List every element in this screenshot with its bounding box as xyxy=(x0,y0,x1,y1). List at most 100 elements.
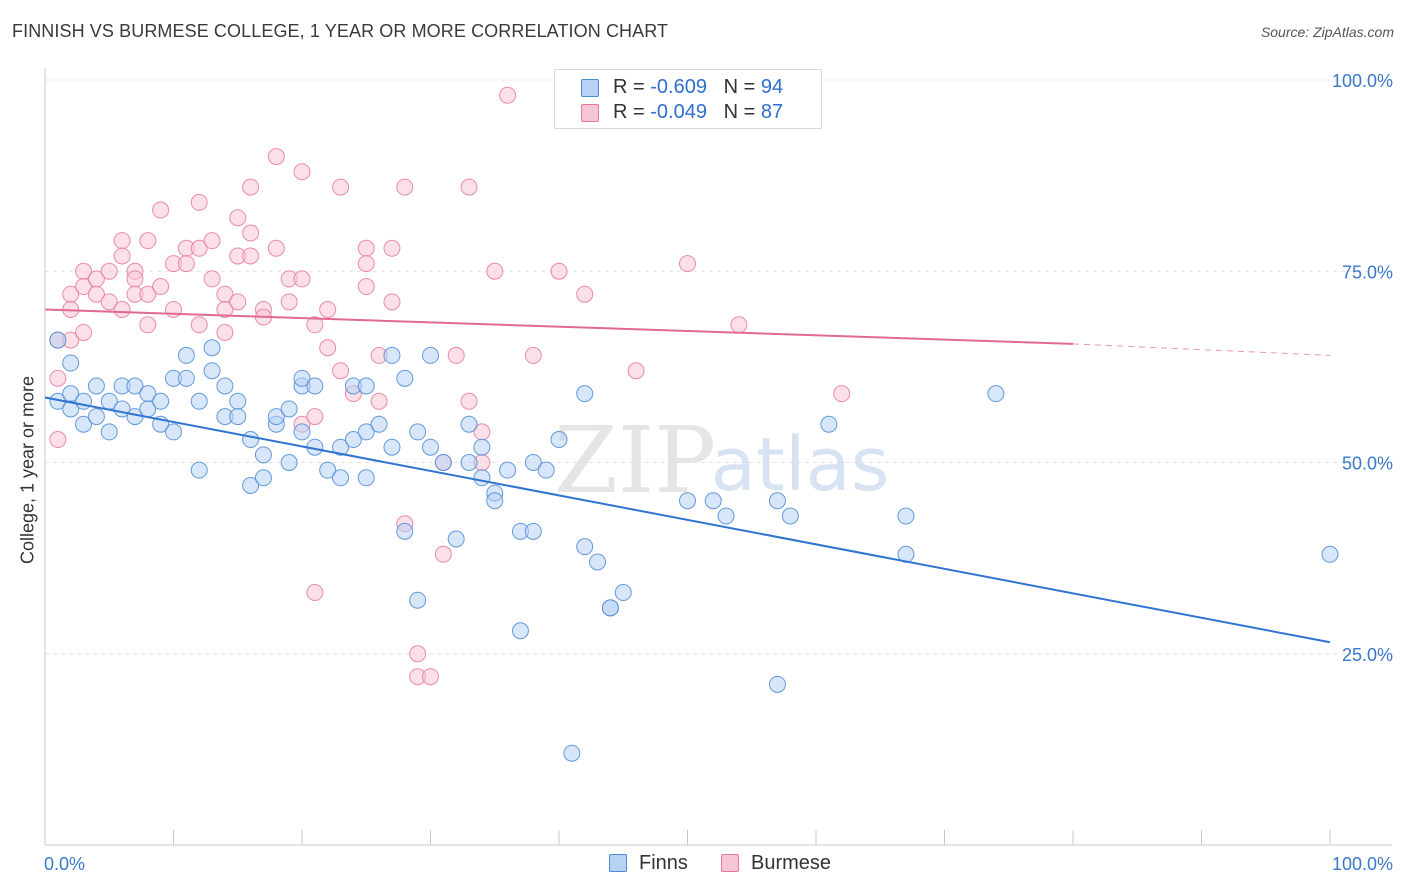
finns-point-4 xyxy=(62,400,80,418)
burmese-point-86 xyxy=(833,385,851,403)
finns-point-26 xyxy=(203,339,221,357)
burmese-point-52 xyxy=(306,408,324,426)
y-tick-label-100: 100.0% xyxy=(1332,71,1393,91)
finns-point-74 xyxy=(537,461,555,479)
finns-point-43 xyxy=(306,377,324,395)
burmese-point-21 xyxy=(139,285,157,303)
stats-legend: R = -0.609 N = 94 R = -0.049 N = 87 xyxy=(554,69,822,129)
finns-point-13 xyxy=(126,377,144,395)
burmese-point-78 xyxy=(486,262,504,280)
burmese-point-75 xyxy=(460,392,478,410)
finns-n-value: 94 xyxy=(760,76,784,98)
burmese-n-label: N = xyxy=(723,101,761,123)
burmese-point-2 xyxy=(49,369,67,387)
finns-point-60 xyxy=(422,438,439,456)
burmese-point-63 xyxy=(370,392,388,410)
finns-point-29 xyxy=(229,392,247,410)
finns-point-41 xyxy=(293,423,311,441)
finns-point-57 xyxy=(409,591,427,609)
burmese-point-19 xyxy=(139,316,157,334)
y-tick-label-75: 75.0% xyxy=(1342,262,1393,282)
burmese-legend-swatch xyxy=(721,854,739,872)
burmese-point-53 xyxy=(306,584,324,602)
burmese-point-28 xyxy=(190,193,208,211)
finns-point-59 xyxy=(422,346,439,364)
finns-point-37 xyxy=(280,400,298,418)
burmese-point-51 xyxy=(306,316,324,334)
finns-point-76 xyxy=(563,744,581,762)
burmese-point-81 xyxy=(550,262,568,280)
burmese-point-69 xyxy=(409,645,427,663)
burmese-point-57 xyxy=(332,178,350,196)
finns-point-27 xyxy=(216,377,234,395)
burmese-point-38 xyxy=(229,293,247,311)
finns-point-68 xyxy=(486,492,504,510)
finns-point-89 xyxy=(820,415,838,433)
burmese-point-84 xyxy=(679,255,696,273)
finns-point-5 xyxy=(75,415,93,433)
finns-r-value: -0.609 xyxy=(650,76,707,98)
finns-point-69 xyxy=(499,461,517,479)
burmese-point-35 xyxy=(216,301,234,318)
finns-legend-swatch xyxy=(609,854,627,872)
finns-point-65 xyxy=(473,469,491,487)
burmese-point-49 xyxy=(293,270,311,288)
burmese-point-30 xyxy=(190,316,208,334)
axes xyxy=(44,68,1392,846)
finns-swatch xyxy=(581,79,599,97)
burmese-point-48 xyxy=(293,163,311,181)
burmese-point-61 xyxy=(357,255,375,273)
burmese-point-85 xyxy=(730,316,748,334)
finns-legend-label: Finns xyxy=(639,852,688,874)
finns-point-82 xyxy=(614,584,632,602)
finns-point-63 xyxy=(460,454,478,471)
burmese-point-56 xyxy=(332,362,350,380)
burmese-point-23 xyxy=(152,278,170,296)
burmese-point-29 xyxy=(190,239,208,257)
finns-point-66 xyxy=(473,438,491,456)
grid xyxy=(45,79,1392,655)
finns-point-81 xyxy=(601,599,619,617)
finns-point-86 xyxy=(768,492,786,510)
burmese-point-20 xyxy=(139,232,157,250)
finns-point-56 xyxy=(396,369,414,387)
burmese-trend-extension xyxy=(1072,343,1331,356)
finns-point-48 xyxy=(344,431,362,449)
x-tick-label-0: 0.0% xyxy=(44,854,85,874)
trend-lines xyxy=(44,308,1331,644)
finns-point-70 xyxy=(511,622,529,640)
burmese-point-13 xyxy=(113,232,131,250)
source-credit: Source: ZipAtlas.com xyxy=(1260,24,1394,40)
burmese-point-64 xyxy=(383,239,401,257)
burmese-point-14 xyxy=(113,247,131,265)
finns-point-31 xyxy=(242,476,260,494)
finns-point-72 xyxy=(524,522,542,540)
burmese-point-67 xyxy=(396,178,414,196)
x-tick-label-100: 100.0% xyxy=(1332,854,1393,874)
burmese-point-17 xyxy=(126,270,144,288)
finns-point-34 xyxy=(254,446,272,464)
finns-point-61 xyxy=(434,454,452,471)
burmese-point-10 xyxy=(87,270,105,288)
finns-point-85 xyxy=(717,507,735,525)
finns-point-53 xyxy=(383,438,401,456)
finns-point-73 xyxy=(524,454,542,471)
finns-r-label: R = xyxy=(613,76,651,98)
finns-point-55 xyxy=(396,522,414,540)
finns-point-2 xyxy=(62,354,80,372)
finns-point-24 xyxy=(190,461,208,479)
finns-point-92 xyxy=(987,385,1005,403)
burmese-point-0 xyxy=(49,431,67,449)
finns-point-45 xyxy=(332,469,350,487)
tick-labels: 25.0% 50.0% 75.0% 100.0% 0.0% 100.0% xyxy=(44,71,1393,874)
burmese-swatch xyxy=(581,104,599,122)
finns-point-77 xyxy=(576,385,594,403)
finns-point-25 xyxy=(203,362,221,380)
burmese-point-39 xyxy=(242,178,260,196)
finns-point-79 xyxy=(589,553,607,571)
burmese-point-22 xyxy=(152,201,170,219)
finns-point-33 xyxy=(254,469,272,487)
finns-point-49 xyxy=(357,469,375,487)
finns-point-54 xyxy=(383,346,401,364)
finns-point-19 xyxy=(165,423,182,441)
